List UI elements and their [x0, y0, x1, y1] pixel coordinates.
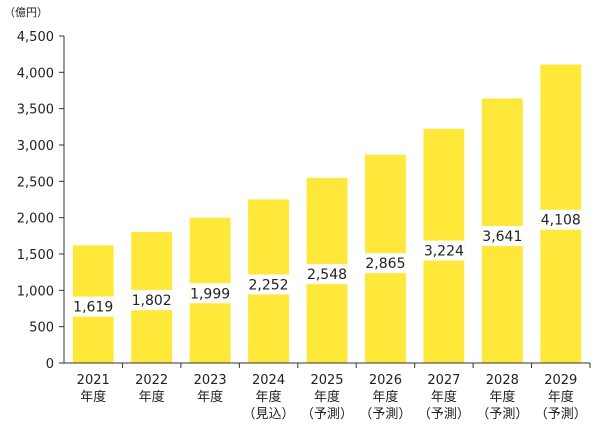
x-tick-label: 2025 [310, 373, 343, 388]
data-label: 1,619 [73, 300, 113, 316]
data-label-band [248, 274, 290, 295]
x-tick-label: 2028 [486, 373, 519, 388]
x-tick-label: 年度 [372, 389, 398, 405]
data-label-band [423, 240, 465, 261]
data-label: 4,108 [541, 213, 581, 229]
x-tick-label: 年度 [256, 389, 282, 405]
x-tick-label: （予測） [535, 407, 587, 422]
y-tick-label: 1,000 [17, 284, 54, 299]
data-label-band [481, 226, 523, 247]
y-axis-unit-label: （億円） [4, 6, 48, 19]
x-tick-label: （予測） [359, 407, 411, 422]
x-tick-label: 2021 [77, 373, 110, 388]
x-tick-label: 2022 [135, 373, 168, 388]
data-label-band [72, 296, 114, 317]
x-tick-label: 2027 [427, 373, 460, 388]
x-tick-label: 2024 [252, 373, 285, 388]
x-tick-label: 年度 [139, 389, 165, 405]
y-tick-label: 4,500 [17, 30, 54, 45]
data-label: 2,252 [249, 277, 289, 293]
data-label: 1,802 [132, 293, 172, 309]
data-label: 1,999 [190, 286, 230, 302]
x-tick-label: 2023 [194, 373, 227, 388]
bars-group: 1,619 1,802 1,999 2,252 2,548 2,865 3,224 3,641… [72, 64, 582, 364]
y-tick-label: 1,500 [17, 248, 54, 263]
data-label-band [306, 264, 348, 285]
data-label-band [540, 209, 582, 230]
data-label-band [131, 290, 173, 311]
x-tick-label: 2026 [369, 373, 402, 388]
data-label: 2,865 [365, 256, 405, 272]
x-tick-label: 年度 [548, 389, 574, 405]
x-tick-label: （見込） [243, 407, 295, 422]
y-tick-label: 3,000 [17, 139, 54, 154]
x-tick-label: 年度 [80, 389, 106, 405]
x-tick-label: （予測） [476, 407, 528, 422]
x-tick-label: 年度 [431, 389, 457, 405]
y-tick-label: 3,500 [17, 103, 54, 118]
x-tick-label: 年度 [489, 389, 515, 405]
y-tick-label: 0 [46, 357, 54, 372]
data-label: 3,224 [424, 244, 464, 260]
x-tick-label: 年度 [197, 389, 223, 405]
y-axis: 0 500 1,000 1,500 2,000 2,500 3,000 3,500 4,000 4… [17, 30, 65, 372]
y-tick-label: 2,000 [17, 212, 54, 227]
data-label-band [364, 253, 406, 274]
x-tick-label: 年度 [314, 389, 340, 405]
y-tick-label: 2,500 [17, 175, 54, 190]
y-tick-label: 4,000 [17, 66, 54, 81]
x-tick-label: （予測） [418, 407, 470, 422]
data-label: 3,641 [482, 229, 522, 245]
x-tick-label: （予測） [301, 407, 353, 422]
data-label: 2,548 [307, 267, 347, 283]
data-label-band [189, 283, 231, 304]
x-tick-label: 2029 [544, 373, 577, 388]
y-tick-label: 500 [29, 321, 54, 336]
x-axis: 2021年度2022年度2023年度2024年度（見込）2025年度（予測）20… [64, 362, 591, 422]
